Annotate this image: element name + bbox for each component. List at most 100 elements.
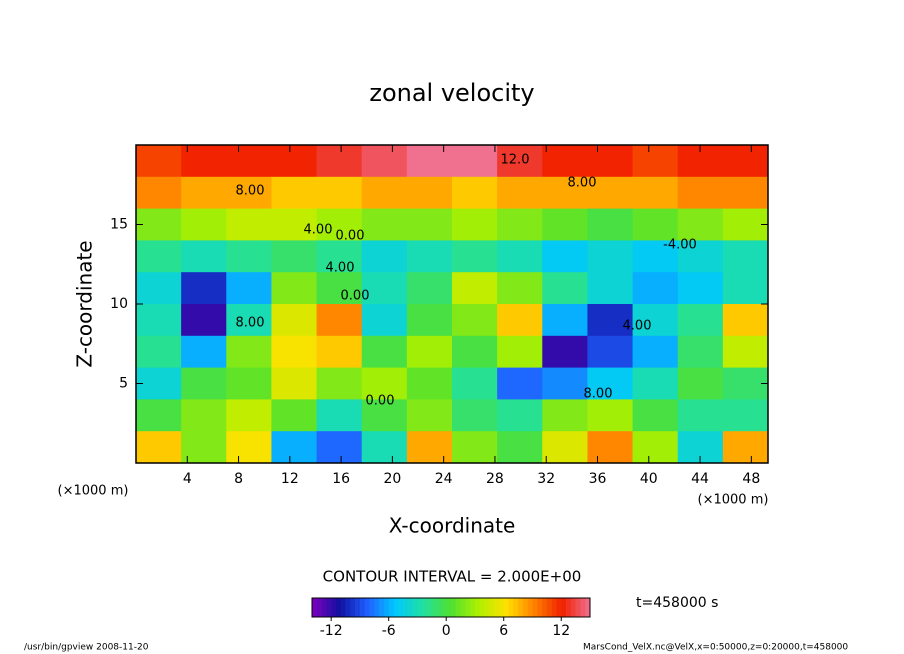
heatmap-cell xyxy=(497,176,543,210)
heatmap-cell xyxy=(361,431,408,464)
colorbar-swatch xyxy=(350,598,356,617)
heatmap-cell xyxy=(271,272,318,305)
heatmap-cell xyxy=(181,304,227,337)
x-tick-label: 8 xyxy=(234,471,243,487)
colorbar-tick-label: 6 xyxy=(499,623,508,639)
colorbar-swatch xyxy=(403,598,409,617)
x-tick-label: 36 xyxy=(589,471,607,487)
contour-label: 4.00 xyxy=(326,261,355,276)
colorbar-swatch xyxy=(479,598,485,617)
x-tick-label: 40 xyxy=(640,471,658,487)
heatmap-cell xyxy=(271,399,318,432)
heatmap-cell xyxy=(497,335,543,369)
colorbar-swatch xyxy=(407,598,413,617)
heatmap-cell xyxy=(316,304,363,337)
heatmap-cell xyxy=(677,367,724,400)
heatmap-cell xyxy=(136,431,182,464)
heatmap-cell xyxy=(452,145,498,178)
heatmap-cell xyxy=(587,304,634,337)
heatmap-cell xyxy=(632,272,679,305)
heatmap-cell xyxy=(497,367,543,400)
colorbar-swatch xyxy=(542,598,548,617)
heatmap-cell xyxy=(542,335,588,369)
x-tick-label: 48 xyxy=(742,471,760,487)
heatmap-cell xyxy=(181,335,227,369)
heatmap-cell xyxy=(316,431,363,464)
heatmap-cell xyxy=(361,335,408,369)
heatmap-cell xyxy=(406,176,453,210)
heatmap-cell xyxy=(316,208,363,241)
heatmap-cell xyxy=(406,208,453,241)
heatmap-cell xyxy=(136,399,182,432)
colorbar-swatch xyxy=(369,598,375,617)
colorbar-swatch xyxy=(498,598,505,617)
heatmap-cell xyxy=(226,272,272,305)
heatmap-cell xyxy=(722,335,769,369)
colorbar-swatch xyxy=(374,598,380,617)
heatmap-cell xyxy=(632,335,679,369)
heatmap-cell xyxy=(136,240,182,273)
colorbar-swatch xyxy=(379,598,385,617)
heatmap-cell xyxy=(677,335,724,369)
heatmap-cell xyxy=(181,272,227,305)
heatmap-cell xyxy=(587,272,634,305)
colorbar-swatch xyxy=(393,598,399,617)
heatmap-cell xyxy=(136,367,182,400)
heatmap-cell xyxy=(136,208,182,241)
contour-label: 12.0 xyxy=(501,153,530,168)
colorbar-swatch xyxy=(470,598,476,617)
heatmap-cell xyxy=(406,399,453,432)
heatmap-cell xyxy=(722,208,769,241)
heatmap-cell xyxy=(406,304,453,337)
x-tick-label: 24 xyxy=(435,471,453,487)
heatmap-cell xyxy=(226,176,272,210)
heatmap-cell xyxy=(361,304,408,337)
heatmap-cell xyxy=(226,145,272,178)
colorbar-swatch xyxy=(321,598,327,617)
heatmap-cell xyxy=(587,431,634,464)
colorbar-swatch xyxy=(551,598,557,617)
heatmap-cell xyxy=(587,335,634,369)
heatmap-cell xyxy=(136,304,182,337)
heatmap-cell xyxy=(406,145,453,178)
heatmap-cell xyxy=(452,367,498,400)
colorbar-swatch xyxy=(398,598,404,617)
colorbar-swatch xyxy=(359,598,366,617)
heatmap-cell xyxy=(452,208,498,241)
colorbar-swatch xyxy=(556,598,562,617)
colorbar-swatch xyxy=(455,598,461,617)
heatmap-cell xyxy=(136,335,182,369)
footer-right: MarsCond_VelX.nc@VelX,x=0:50000,z=0:2000… xyxy=(583,643,848,653)
colorbar-swatch xyxy=(513,598,519,617)
heatmap-cell xyxy=(226,335,272,369)
colorbar-swatch xyxy=(474,598,481,617)
heatmap-cell xyxy=(542,208,588,241)
y-tick-label: 10 xyxy=(110,296,128,312)
heatmap-cell xyxy=(587,367,634,400)
colorbar-swatch xyxy=(340,598,346,617)
heatmap-cell xyxy=(361,272,408,305)
heatmap-cell xyxy=(587,145,634,178)
heatmap-cell xyxy=(722,240,769,273)
contour-label: 4.00 xyxy=(623,319,652,334)
x-tick-label: 4 xyxy=(183,471,192,487)
colorbar-swatch xyxy=(335,598,342,617)
colorbar-swatch xyxy=(580,598,586,617)
colorbar-swatch xyxy=(537,598,543,617)
heatmap-cell xyxy=(271,145,318,178)
colorbar-swatch xyxy=(364,598,370,617)
contour-label: 4.00 xyxy=(304,223,333,238)
heatmap-cell xyxy=(542,431,588,464)
heatmap-cell xyxy=(316,145,363,178)
colorbar-swatch xyxy=(585,598,591,617)
heatmap-cell xyxy=(271,367,318,400)
heatmap-cell xyxy=(632,304,679,337)
heatmap-cell xyxy=(271,335,318,369)
colorbar-swatch xyxy=(503,598,509,617)
contour-label: 0.00 xyxy=(336,229,365,244)
heatmap-cell xyxy=(722,145,769,178)
x-tick-label: 44 xyxy=(691,471,709,487)
y-tick-label: 15 xyxy=(110,217,128,233)
contour-label: 8.00 xyxy=(584,387,613,402)
heatmap-cell xyxy=(316,176,363,210)
